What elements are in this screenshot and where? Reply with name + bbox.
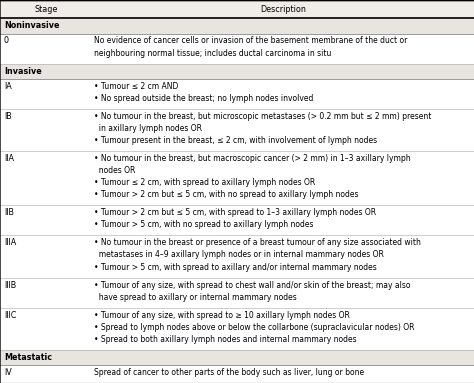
Text: • Tumour present in the breast, ≤ 2 cm, with involvement of lymph nodes: • Tumour present in the breast, ≤ 2 cm, … <box>94 136 378 145</box>
Text: • Tumour > 5 cm, with no spread to axillary lymph nodes: • Tumour > 5 cm, with no spread to axill… <box>94 221 314 229</box>
Text: Noninvasive: Noninvasive <box>4 21 60 30</box>
Text: IIB: IIB <box>4 208 14 217</box>
Bar <box>0 0 474 18</box>
Text: metastases in 4–9 axillary lymph nodes or in internal mammary nodes OR: metastases in 4–9 axillary lymph nodes o… <box>94 250 384 260</box>
Text: • Tumour of any size, with spread to chest wall and/or skin of the breast; may a: • Tumour of any size, with spread to che… <box>94 280 411 290</box>
Bar <box>0 236 474 278</box>
Bar <box>0 350 474 365</box>
Text: Invasive: Invasive <box>4 67 42 76</box>
Text: IA: IA <box>4 82 12 91</box>
Text: • Tumour > 2 cm but ≤ 5 cm, with spread to 1–3 axillary lymph nodes OR: • Tumour > 2 cm but ≤ 5 cm, with spread … <box>94 208 376 217</box>
Text: • Spread to lymph nodes above or below the collarbone (supraclavicular nodes) OR: • Spread to lymph nodes above or below t… <box>94 323 415 332</box>
Text: No evidence of cancer cells or invasion of the basement membrane of the duct or: No evidence of cancer cells or invasion … <box>94 36 408 45</box>
Text: Metastatic: Metastatic <box>4 353 52 362</box>
Text: • Tumour > 2 cm but ≤ 5 cm, with no spread to axillary lymph nodes: • Tumour > 2 cm but ≤ 5 cm, with no spre… <box>94 190 359 200</box>
Bar <box>0 18 474 34</box>
Text: Spread of cancer to other parts of the body such as liver, lung or bone: Spread of cancer to other parts of the b… <box>94 368 365 377</box>
Text: IIIC: IIIC <box>4 311 17 319</box>
Bar <box>0 205 474 236</box>
Text: • Tumour > 5 cm, with spread to axillary and/or internal mammary nodes: • Tumour > 5 cm, with spread to axillary… <box>94 263 377 272</box>
Text: • Tumour ≤ 2 cm, with spread to axillary lymph nodes OR: • Tumour ≤ 2 cm, with spread to axillary… <box>94 178 316 187</box>
Bar <box>0 79 474 109</box>
Text: • No spread outside the breast; no lymph nodes involved: • No spread outside the breast; no lymph… <box>94 94 314 103</box>
Bar <box>0 151 474 205</box>
Text: IIIA: IIIA <box>4 238 16 247</box>
Text: • Tumour of any size, with spread to ≥ 10 axillary lymph nodes OR: • Tumour of any size, with spread to ≥ 1… <box>94 311 350 319</box>
Text: Description: Description <box>260 5 306 14</box>
Text: • No tumour in the breast, but microscopic metastases (> 0.2 mm but ≤ 2 mm) pres: • No tumour in the breast, but microscop… <box>94 111 432 121</box>
Text: neighbouring normal tissue; includes ductal carcinoma in situ: neighbouring normal tissue; includes duc… <box>94 49 332 57</box>
Text: IB: IB <box>4 111 12 121</box>
Text: 0: 0 <box>4 36 9 45</box>
Bar <box>0 308 474 350</box>
Text: • No tumour in the breast, but macroscopic cancer (> 2 mm) in 1–3 axillary lymph: • No tumour in the breast, but macroscop… <box>94 154 411 163</box>
Text: IIIB: IIIB <box>4 280 16 290</box>
Bar <box>0 109 474 151</box>
Text: IV: IV <box>4 368 12 377</box>
Bar <box>0 278 474 308</box>
Text: Stage: Stage <box>35 5 58 14</box>
Text: • Tumour ≤ 2 cm AND: • Tumour ≤ 2 cm AND <box>94 82 179 91</box>
Text: IIA: IIA <box>4 154 14 163</box>
Bar <box>0 34 474 64</box>
Text: in axillary lymph nodes OR: in axillary lymph nodes OR <box>94 124 202 133</box>
Text: nodes OR: nodes OR <box>94 166 136 175</box>
Text: have spread to axillary or internal mammary nodes: have spread to axillary or internal mamm… <box>94 293 297 302</box>
Bar <box>0 365 474 383</box>
Text: • Spread to both axillary lymph nodes and internal mammary nodes: • Spread to both axillary lymph nodes an… <box>94 335 357 344</box>
Bar <box>0 64 474 79</box>
Text: • No tumour in the breast or presence of a breast tumour of any size associated : • No tumour in the breast or presence of… <box>94 238 421 247</box>
